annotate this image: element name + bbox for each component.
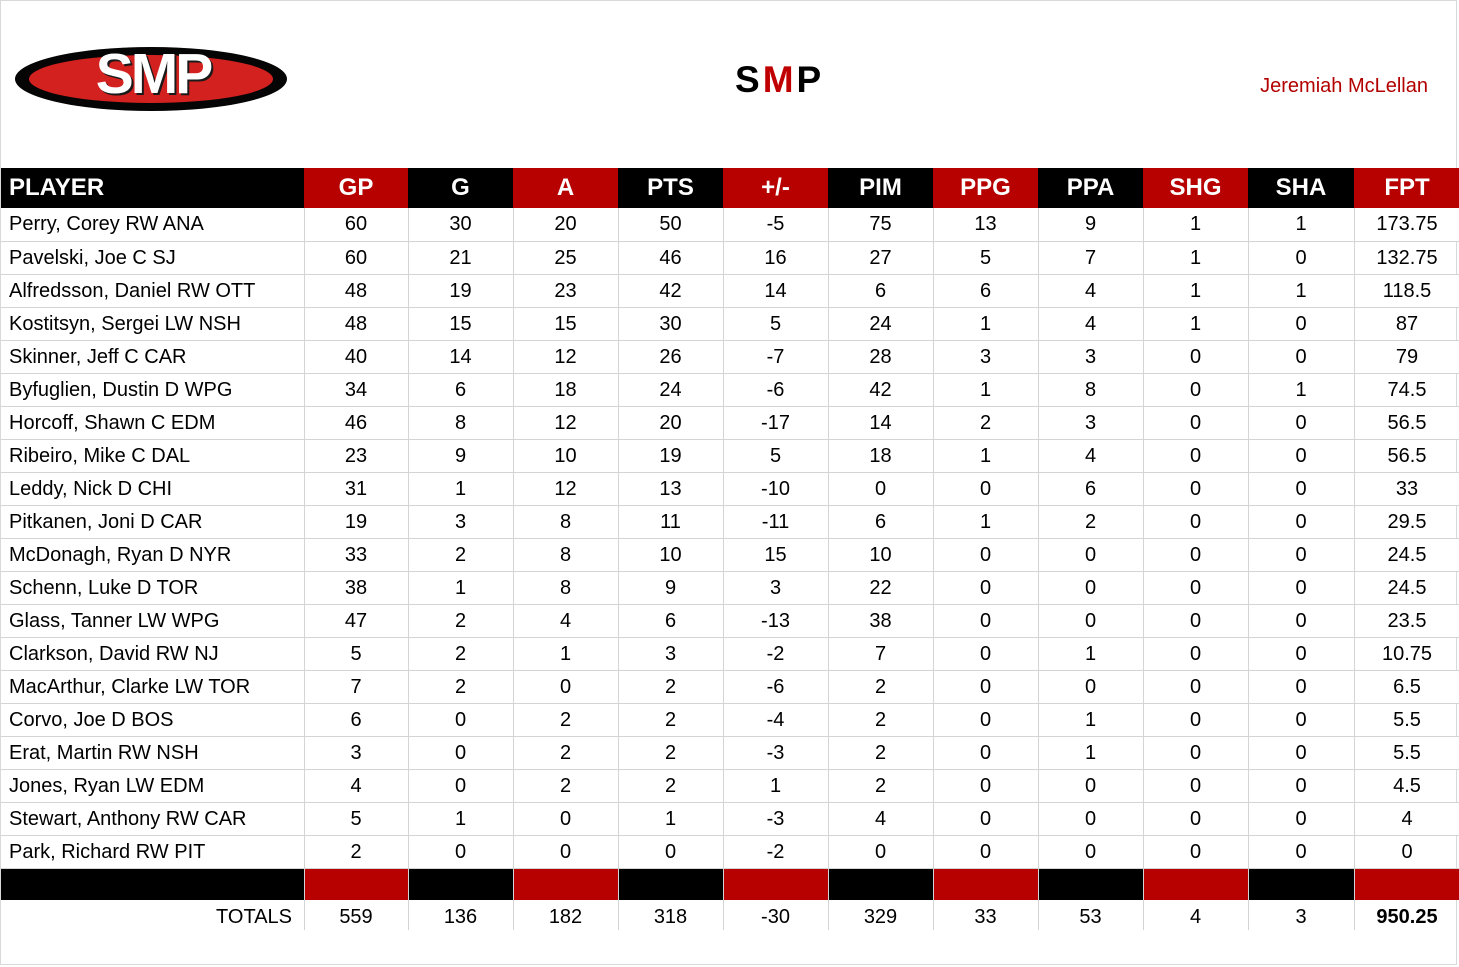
svg-text:SMP: SMP bbox=[96, 46, 213, 106]
